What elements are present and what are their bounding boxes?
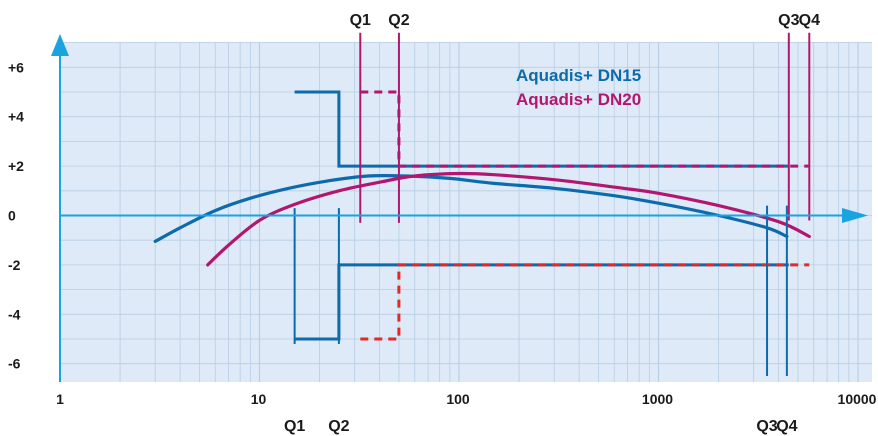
- y-tick-label: +6: [8, 59, 24, 75]
- plot-background: [60, 42, 872, 382]
- y-tick-label: +2: [8, 158, 24, 174]
- q-marker-label: Q1: [284, 418, 305, 435]
- x-tick-label: 1: [56, 391, 64, 407]
- q-marker-label: Q3: [756, 418, 777, 435]
- q-marker-label: Q2: [328, 418, 349, 435]
- legend: Aquadis+ DN15 Aquadis+ DN20: [516, 66, 641, 109]
- curve-dn15: [153, 173, 789, 243]
- x-tick-label: 10000: [838, 391, 877, 407]
- lower-limit-line: [360, 263, 810, 341]
- axes: [51, 34, 868, 382]
- upper-limit-line: [294, 90, 789, 168]
- y-tick-label: -2: [8, 257, 21, 273]
- q-marker-label: Q2: [388, 12, 409, 29]
- y-tick-label: +4: [8, 109, 24, 125]
- q-marker-label: Q3: [778, 12, 799, 29]
- q-marker-label: Q4: [799, 12, 820, 29]
- y-tick-label: 0: [8, 208, 16, 224]
- tick-labels: +6 +4 +2 0 -2 -4 -6 1 10 100 1000 10000: [8, 59, 877, 407]
- x-tick-label: 10: [251, 391, 267, 407]
- q-marker-label: Q4: [776, 418, 797, 435]
- x-axis-arrow: [842, 208, 868, 223]
- legend-entry-dn20: Aquadis+ DN20: [516, 90, 641, 109]
- legend-entry-dn15: Aquadis+ DN15: [516, 66, 641, 85]
- x-tick-label: 1000: [642, 391, 673, 407]
- y-tick-label: -6: [8, 356, 21, 372]
- y-axis-arrow: [51, 34, 69, 56]
- x-tick-label: 100: [446, 391, 470, 407]
- q-marker-label: Q1: [350, 12, 371, 29]
- y-tick-label: -4: [8, 306, 21, 322]
